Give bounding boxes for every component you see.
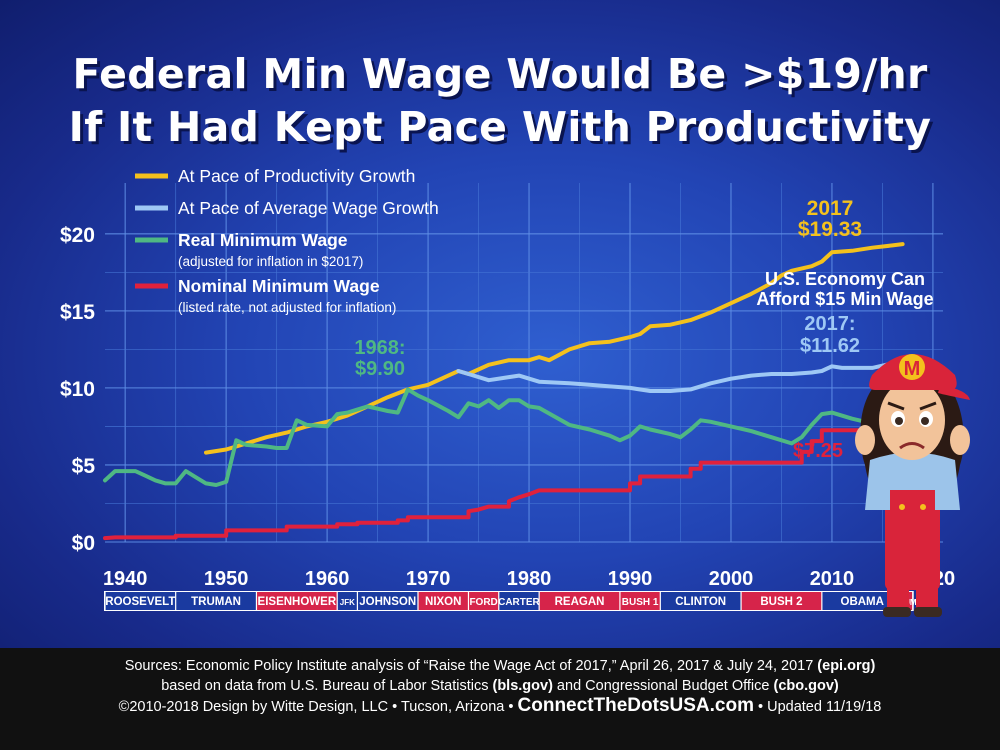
president-label: BUSH 1 [622,597,659,608]
president-segment [822,592,903,610]
president-segment [418,592,468,610]
president-label: JFK [340,598,355,607]
president-segment [499,592,539,610]
president-segment [620,592,660,610]
series-line [103,387,905,487]
mascot-logo: M [904,358,921,380]
legend-label: Real Minimum Wage [178,230,348,250]
legend-label: Nominal Minimum Wage [178,276,380,296]
series-line [204,242,905,455]
title-line-2: If It Had Kept Pace With Productivity [68,103,932,151]
president-bar: ROOSEVELT TRUMAN EISENHOWER JFK JOHNSON NIXON… [104,591,923,611]
annotation-productivity-year: 2017 [807,197,854,220]
annotation-afford-line-2: Afford $15 Min Wage [756,289,933,309]
title-line-1: Federal Min Wage Would Be >$19/hr [72,50,928,98]
series-line [103,428,915,541]
x-tick-label: 2010 [810,568,855,590]
president-segment [257,592,337,610]
president-segment [741,592,822,610]
president-label: FORD [469,597,497,608]
legend-label: At Pace of Average Wage Growth [178,198,439,218]
x-tick-label: 1990 [608,568,653,590]
legend: At Pace of Productivity Growth At Pace of… [135,166,439,315]
x-tick-label: 1940 [103,568,148,590]
legend-sublabel: (adjusted for inflation in $2017) [178,254,363,269]
annotation-afford-line-1: U.S. Economy Can [765,269,925,289]
president-segment [660,592,741,610]
annotation-1968-value: $9.90 [355,358,405,380]
y-tick-label: $20 [60,224,95,247]
y-tick-label: $0 [72,532,95,555]
footer-line-1: Sources: Economic Policy Institute analy… [124,658,876,674]
series-line [456,360,905,393]
y-tick-label: $5 [72,455,96,478]
legend-sublabel: (listed rate, not adjusted for inflation… [178,300,396,315]
president-label: CARTER [498,597,540,608]
series-lines [103,242,915,541]
annotation-nominal-value: $7.25 [793,440,843,462]
president-segment [358,592,418,610]
president-segment [337,592,357,610]
x-tick-label: 2000 [709,568,754,590]
x-tick-label: 1950 [204,568,249,590]
annotation-productivity-value: $19.33 [798,218,862,241]
president-label: CLINTON [675,596,726,608]
legend-label: At Pace of Productivity Growth [178,166,415,186]
president-segment [105,592,176,610]
chart-background [0,0,1000,648]
website-link[interactable]: ConnectTheDotsUSA.com [517,695,754,716]
footer: Sources: Economic Policy Institute analy… [0,648,1000,750]
footer-line-2: based on data from U.S. Bureau of Labor … [161,678,839,694]
y-tick-label: $10 [60,378,95,401]
y-tick-label: $15 [60,301,95,324]
president-label: TRUMAN [191,596,241,608]
president-label: ROOSEVELT [105,596,175,608]
annotation-1968-year: 1968: [354,337,405,359]
annotation-average-value: $11.62 [800,335,860,357]
chart-grid: $0 $5 $10 $15 $20 1940 1950 1960 1970 1980 1990 200… [60,183,955,590]
x-tick-label: 1970 [406,568,451,590]
president-segment [539,592,620,610]
annotations: 1968: $9.90 2017 $19.33 U.S. Economy Can… [354,197,933,462]
president-segment [176,592,256,610]
president-label: JOHNSON [359,596,416,608]
footer-line-3: ©2010-2018 Design by Witte Design, LLC •… [118,695,882,716]
x-tick-label: 1960 [305,568,350,590]
president-label: NIXON [425,596,461,608]
president-label: REAGAN [555,596,605,608]
president-label: OBAMA [841,596,884,608]
annotation-average-year: 2017: [804,313,855,335]
mascot-illustration: M [855,354,970,617]
wage-chart: $0 $5 $10 $15 $20 1940 1950 1960 1970 1980 1990 200… [60,166,970,617]
president-label: BUSH 2 [760,596,802,608]
x-tick-label: 1980 [507,568,552,590]
president-label: EISENHOWER [258,596,337,608]
president-segment [469,592,499,610]
